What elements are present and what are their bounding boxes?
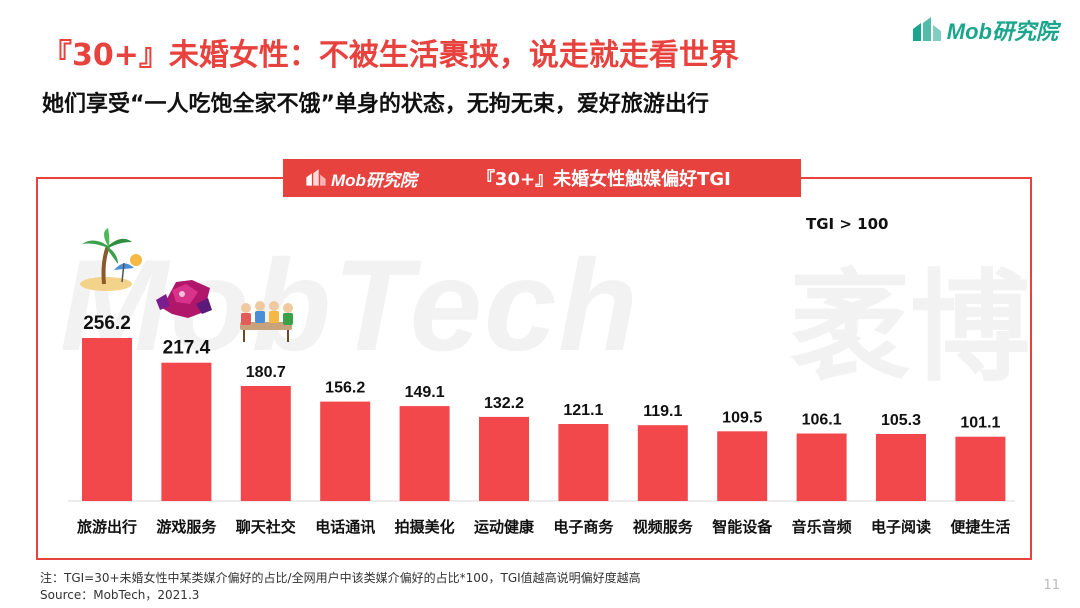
category-label-2: 游戏服务 <box>156 518 217 536</box>
people-chatting-icon <box>240 301 293 342</box>
beach-palm-icon <box>80 228 142 291</box>
page-subtitle: 她们享受“一人吃饱全家不饿”单身的状态，无拘无束，爱好旅游出行 <box>42 92 709 117</box>
game-character-icon <box>156 280 212 318</box>
watermark-cn-text: 袤博 <box>790 259 1030 398</box>
value-label-11: 105.3 <box>881 412 921 429</box>
page-title: 『30+』未婚女性：不被生活裹挟，说走就走看世界 <box>42 38 739 73</box>
value-label-1: 256.2 <box>83 313 131 334</box>
category-label-12: 便捷生活 <box>950 518 1010 536</box>
bar-4 <box>320 401 371 501</box>
chart-header-logo-text: Mob研究院 <box>331 170 417 190</box>
bar-8 <box>637 425 688 501</box>
value-label-6: 132.2 <box>484 395 524 412</box>
bar-3 <box>240 386 291 501</box>
bar-2 <box>161 362 212 501</box>
bar-1 <box>82 338 132 501</box>
value-label-7: 121.1 <box>563 402 603 419</box>
tgi-threshold-note: TGI > 100 <box>806 215 889 233</box>
category-label-9: 智能设备 <box>712 518 773 536</box>
value-labels-layer: 256.2 217.4 180.7 156.2 149.1 132.2 121.1 119.1… <box>83 313 1000 432</box>
value-label-9: 109.5 <box>722 409 762 426</box>
mob-logo-icon <box>912 17 941 41</box>
value-label-8: 119.1 <box>643 403 682 420</box>
chart-header-logo: Mob研究院 <box>305 166 417 191</box>
value-label-3: 180.7 <box>246 364 286 381</box>
bar-10 <box>796 433 847 501</box>
category-label-8: 视频服务 <box>633 518 694 536</box>
bar-12 <box>955 436 1006 501</box>
footnote: 注：TGI=30+未婚女性中某类媒介偏好的占比/全网用户中该类媒介偏好的占比*1… <box>40 570 641 604</box>
category-label-1: 旅游出行 <box>77 518 137 536</box>
category-label-6: 运动健康 <box>474 518 535 536</box>
bars-layer <box>82 338 1006 501</box>
mob-logo: Mob研究院 <box>911 14 1058 46</box>
mob-logo-text: Mob研究院 <box>946 19 1058 44</box>
bar-11 <box>876 434 926 501</box>
category-label-5: 拍摄美化 <box>395 518 455 536</box>
category-label-3: 聊天社交 <box>236 518 296 536</box>
value-label-4: 156.2 <box>325 380 365 397</box>
page-number: 11 <box>1043 578 1060 593</box>
watermark-text: MobTech <box>60 232 640 378</box>
chart-header-logo-icon <box>306 169 326 186</box>
category-label-4: 电话通讯 <box>315 518 375 536</box>
bar-7 <box>558 424 609 501</box>
bar-9 <box>717 431 768 501</box>
category-labels-layer: 旅游出行 游戏服务 聊天社交 电话通讯 拍摄美化 运动健康 电子商务 视频服务 智能设备 音乐音频… <box>77 518 1010 536</box>
chart-title: 『30+』未婚女性触媒偏好TGI <box>476 169 731 190</box>
category-label-10: 音乐音频 <box>792 518 852 536</box>
footnote-definition: 注：TGI=30+未婚女性中某类媒介偏好的占比/全网用户中该类媒介偏好的占比*1… <box>40 571 641 585</box>
category-label-11: 电子阅读 <box>871 518 931 536</box>
chart-header: Mob研究院 『30+』未婚女性触媒偏好TGI <box>283 159 801 197</box>
footnote-source: Source：MobTech，2021.3 <box>40 588 200 602</box>
bar-6 <box>479 416 529 501</box>
value-label-2: 217.4 <box>163 338 211 359</box>
chart-icons <box>80 228 293 342</box>
value-label-5: 149.1 <box>405 384 445 401</box>
bar-5 <box>399 406 450 501</box>
value-label-10: 106.1 <box>802 412 842 429</box>
category-label-7: 电子商务 <box>553 518 614 536</box>
value-label-12: 101.1 <box>960 415 1000 432</box>
